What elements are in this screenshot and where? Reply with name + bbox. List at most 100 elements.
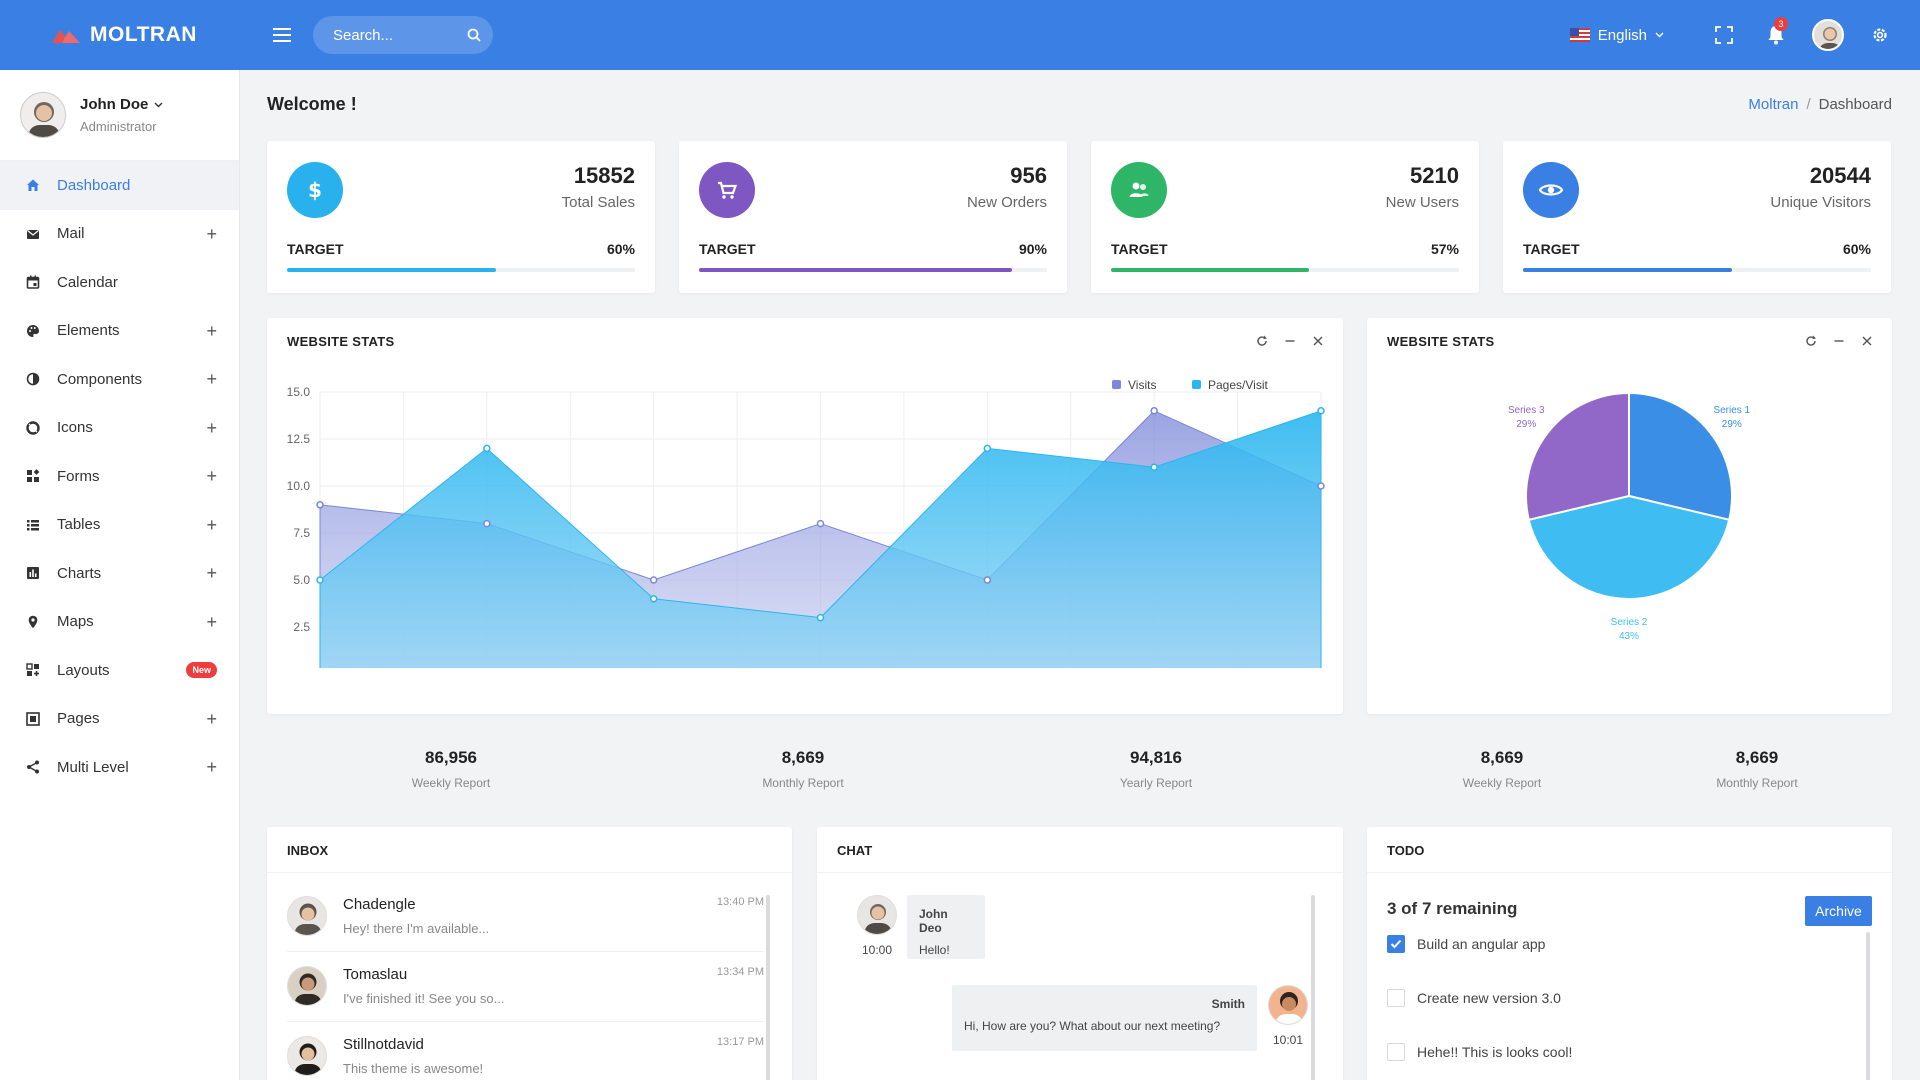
data-point[interactable]: [816, 613, 825, 622]
data-point[interactable]: [649, 576, 658, 584]
gear-icon: [1873, 28, 1887, 42]
user-name[interactable]: John Doe: [80, 96, 163, 113]
sidebar-item-label: Icons: [57, 419, 93, 437]
minimize-icon[interactable]: [1832, 334, 1846, 348]
sidebar-item-charts[interactable]: Charts +: [0, 549, 239, 598]
users-icon: [1111, 162, 1167, 218]
data-point[interactable]: [816, 519, 825, 528]
pie-slice-series-2[interactable]: [1527, 494, 1731, 600]
share-icon: [25, 759, 41, 775]
menu-toggle-button[interactable]: [265, 18, 299, 52]
stat-target-label: TARGET: [1523, 241, 1580, 257]
stat-target-percent: 60%: [606, 241, 635, 257]
close-icon[interactable]: [1311, 334, 1325, 348]
data-point[interactable]: [983, 576, 992, 584]
todo-checkbox[interactable]: [1387, 989, 1405, 1007]
sidebar-item-tables[interactable]: Tables +: [0, 501, 239, 550]
y-tick-label: 12.5: [287, 432, 311, 446]
scrollbar[interactable]: [1311, 895, 1315, 1080]
sidebar-item-multi-level[interactable]: Multi Level +: [0, 743, 239, 792]
pie-slice-name: Series 1: [1713, 405, 1750, 416]
brand-logo[interactable]: MOLTRAN: [0, 0, 240, 70]
sidebar-item-icons[interactable]: Icons +: [0, 404, 239, 453]
sidebar-item-calendar[interactable]: Calendar: [0, 258, 239, 307]
sidebar-item-layouts[interactable]: Layouts New: [0, 646, 239, 695]
stat-value: 15852: [573, 163, 635, 188]
chat-message: Smith Hi, How are you? What about our ne…: [952, 985, 1308, 1065]
inbox-item[interactable]: Stillnotdavid This theme is awesome! 13:17…: [287, 1022, 764, 1080]
data-point[interactable]: [1317, 482, 1325, 490]
close-icon[interactable]: [1860, 334, 1874, 348]
search-box: [313, 16, 493, 54]
chat-text: Hi, How are you? What about our next mee…: [964, 1019, 1221, 1033]
panel-title: TODO: [1387, 843, 1425, 858]
data-point[interactable]: [649, 595, 658, 603]
avatar: [287, 1036, 327, 1076]
inbox-item[interactable]: Tomaslau I've finished it! See you so... 1…: [287, 952, 764, 1022]
y-tick-label: 5.0: [293, 573, 310, 587]
data-point[interactable]: [1150, 463, 1158, 471]
palette-icon: [25, 323, 41, 339]
expand-icon: +: [206, 320, 217, 341]
refresh-icon[interactable]: [1255, 334, 1269, 348]
inbox-item[interactable]: Chadengle Hey! there I'm available... 13:4…: [287, 882, 764, 952]
archive-button[interactable]: Archive: [1805, 896, 1872, 926]
summary-stat: 8,669 Weekly Report: [1402, 748, 1602, 790]
avatar: [857, 895, 897, 935]
stat-value: 5210: [1410, 163, 1459, 188]
profile-button[interactable]: [1802, 0, 1854, 70]
notifications-button[interactable]: 3: [1750, 0, 1802, 70]
data-point[interactable]: [483, 519, 491, 528]
website-stats-pie-card: WEBSITE STATS Series 1 29% Series 2 43% Seri…: [1367, 318, 1892, 790]
data-point[interactable]: [1150, 407, 1158, 415]
scrollbar[interactable]: [766, 895, 770, 1080]
data-point[interactable]: [983, 444, 992, 453]
message-preview: This theme is awesome!: [343, 1061, 484, 1076]
fullscreen-button[interactable]: [1698, 0, 1750, 70]
sidebar-item-label: Components: [57, 370, 143, 388]
sidebar-item-maps[interactable]: Maps +: [0, 598, 239, 647]
search-icon[interactable]: [467, 28, 481, 42]
summary-stat: 94,816 Yearly Report: [1056, 748, 1256, 790]
brand-name: MOLTRAN: [90, 23, 197, 46]
settings-button[interactable]: [1854, 0, 1906, 70]
chat-text: Hello!: [919, 943, 950, 957]
sidebar-item-label: Mail: [57, 225, 85, 243]
todo-card: TODO 3 of 7 remaining Archive Build an a…: [1367, 827, 1892, 1080]
todo-checkbox[interactable]: [1387, 935, 1405, 953]
data-point[interactable]: [316, 501, 324, 509]
us-flag-icon: [1569, 28, 1590, 42]
stat-card: 20544 Unique Visitors TARGET 60%: [1503, 141, 1891, 293]
sidebar-item-pages[interactable]: Pages +: [0, 695, 239, 744]
sidebar-item-mail[interactable]: Mail +: [0, 210, 239, 259]
language-selector[interactable]: English: [1569, 27, 1664, 44]
pie-slice-series-1[interactable]: [1628, 391, 1733, 522]
stat-card: $15852 Total Sales TARGET 60%: [267, 141, 655, 293]
scrollbar[interactable]: [1866, 932, 1870, 1080]
minimize-icon[interactable]: [1283, 334, 1297, 348]
stat-target-percent: 57%: [1430, 241, 1459, 257]
todo-checkbox[interactable]: [1387, 1043, 1405, 1061]
todo-item: Hehe!! This is looks cool!: [1387, 1042, 1572, 1062]
summary-label: Monthly Report: [1716, 776, 1798, 790]
sidebar-item-dashboard[interactable]: Dashboard: [0, 161, 239, 210]
progress-bar: [287, 268, 635, 272]
avatar: [287, 896, 327, 936]
todo-remaining: 3 of 7 remaining: [1387, 899, 1518, 918]
data-point[interactable]: [1317, 407, 1325, 415]
pie-slice-series-3[interactable]: [1525, 391, 1630, 522]
search-input[interactable]: [333, 26, 467, 44]
data-point[interactable]: [316, 576, 324, 584]
breadcrumb-separator: /: [1806, 96, 1811, 113]
chat-author: Smith: [1211, 997, 1245, 1011]
sidebar-item-forms[interactable]: Forms +: [0, 452, 239, 501]
sidebar-item-elements[interactable]: Elements +: [0, 307, 239, 356]
expand-icon: +: [206, 369, 217, 390]
data-point[interactable]: [483, 444, 491, 453]
contrast-icon: [25, 371, 41, 387]
refresh-icon[interactable]: [1804, 334, 1818, 348]
sidebar-item-components[interactable]: Components +: [0, 355, 239, 404]
y-tick-label: 7.5: [293, 526, 310, 540]
breadcrumb-link-moltran[interactable]: Moltran: [1748, 96, 1799, 113]
chat-message: 10:00 John Deo Hello!: [857, 895, 985, 975]
